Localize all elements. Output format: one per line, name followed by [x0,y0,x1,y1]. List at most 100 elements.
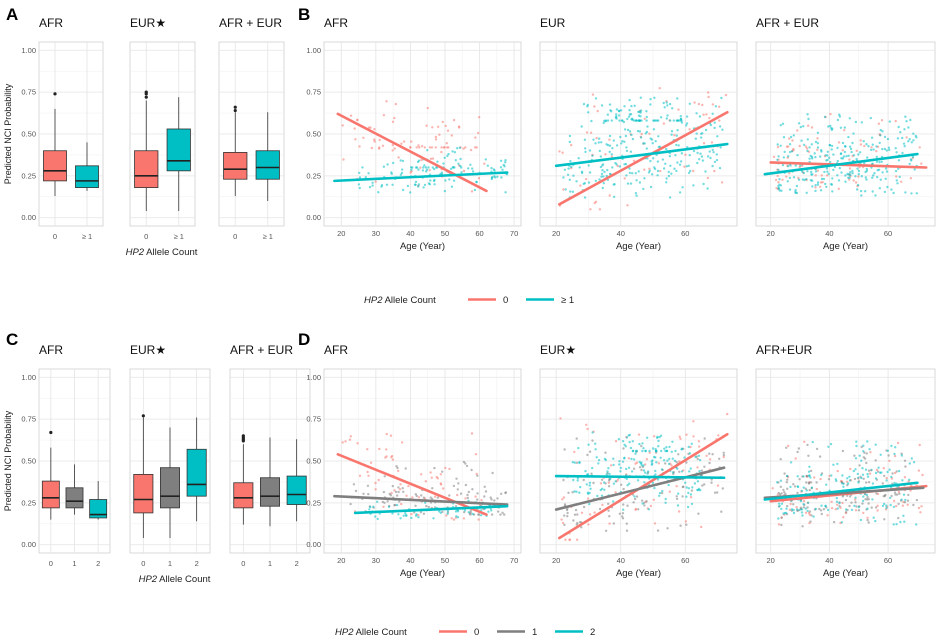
scatter-point-2 [779,479,783,482]
x-tick-label: 20 [337,229,345,238]
scatter-point-2 [586,491,589,494]
scatter-point-≥ 1 [860,121,863,124]
scatter-point-2 [607,467,610,470]
scatter-point-0 [437,125,440,128]
scatter-point-2 [591,431,594,434]
x-axis-title-italic: HP2 [126,247,145,258]
scatter-point-0 [697,440,701,443]
scatter-point-≥ 1 [687,171,691,175]
y-tick-label: 0.00 [306,540,321,549]
scatter-point-2 [850,508,854,512]
scatter-point-1 [413,511,416,514]
scatter-point-≥ 1 [851,141,854,145]
scatter-point-2 [690,442,693,445]
scatter-point-≥ 1 [676,97,679,100]
scatter-point-2 [404,512,407,515]
scatter-point-≥ 1 [475,180,478,184]
scatter-point-0 [344,440,347,443]
scatter-point-2 [694,455,697,459]
scatter-point-1 [810,514,813,517]
scatter-point-0 [561,498,564,501]
scatter-point-≥ 1 [830,144,834,148]
scatter-point-0 [348,438,352,441]
scatter-point-2 [667,462,671,466]
scatter-point-≥ 1 [810,173,813,176]
scatter-point-≥ 1 [645,147,648,150]
scatter-point-2 [630,457,633,461]
scatter-point-≥ 1 [813,152,816,155]
scatter-point-≥ 1 [637,110,640,114]
scatter-point-1 [838,505,841,508]
scatter-point-0 [814,174,817,177]
scatter-point-0 [697,102,701,106]
scatter-point-0 [444,466,447,470]
y-tick-label: 0.00 [306,213,321,222]
scatter-point-0 [579,184,582,187]
scatter-point-0 [788,137,791,140]
scatter-point-0 [409,146,412,149]
scatter-point-2 [859,518,863,522]
scatter-point-≥ 1 [578,166,581,169]
y-tick-label: 0.25 [21,171,36,180]
scatter-point-0 [445,514,448,517]
scatter-point-0 [692,435,695,438]
scatter-point-0 [826,174,829,177]
scatter-point-≥ 1 [627,115,631,118]
scatter-point-0 [705,113,708,116]
scatter-point-1 [592,481,595,485]
scatter-point-0 [876,504,879,507]
scatter-point-≥ 1 [678,191,682,194]
x-tick-label: 0 [241,559,245,568]
scatter-point-1 [586,453,589,457]
scatter-point-2 [656,436,659,440]
scatter-point-2 [668,457,671,461]
scatter-point-2 [676,504,680,507]
scatter-point-≥ 1 [563,168,567,171]
scatter-point-2 [835,500,839,503]
scatter-point-≥ 1 [777,168,780,171]
legend-top: HP2 Allele Count 0 ≥ 1 [364,295,574,306]
scatter-point-0 [777,523,781,526]
scatter-point-2 [571,461,574,464]
scatter-point-0 [385,448,388,451]
scatter-point-1 [785,446,788,449]
scatter-point-≥ 1 [696,151,699,155]
scatter-point-0 [608,138,611,141]
x-tick-label: 0 [233,232,237,241]
scatter-point-2 [600,487,604,490]
scatter-point-1 [809,469,813,473]
scatter-point-≥ 1 [598,137,601,140]
x-axis-title: Age (Year) [400,568,445,579]
scatter-point-0 [385,432,388,436]
scatter-point-≥ 1 [909,118,912,122]
scatter-point-≥ 1 [852,132,855,135]
box-≥ 1 [255,150,280,180]
scatter-point-0 [568,538,572,541]
scatter-point-≥ 1 [850,150,853,154]
x-tick-label: 2 [195,559,199,568]
scatter-point-1 [681,495,684,498]
box-outlier [53,92,57,96]
scatter-point-≥ 1 [608,144,612,147]
scatter-point-1 [710,481,713,484]
scatter-point-1 [500,492,503,495]
scatter-point-2 [886,449,890,452]
y-tick-label: 0.50 [21,130,36,139]
scatter-point-0 [648,132,651,135]
scatter-point-2 [573,461,576,464]
scatter-point-0 [441,120,444,124]
scatter-point-0 [561,151,564,154]
scatter-point-0 [373,138,376,141]
x-axis-title: Age (Year) [400,241,445,252]
scatter-point-0 [683,165,686,168]
scatter-point-≥ 1 [656,169,660,173]
scatter-point-1 [679,524,682,527]
scatter-point-2 [626,484,629,487]
scatter-point-1 [903,501,907,504]
scatter-point-1 [898,492,901,495]
scatter-point-≥ 1 [626,182,630,185]
scatter-point-2 [456,510,460,513]
scatter-point-1 [462,460,466,464]
scatter-point-2 [594,448,597,451]
